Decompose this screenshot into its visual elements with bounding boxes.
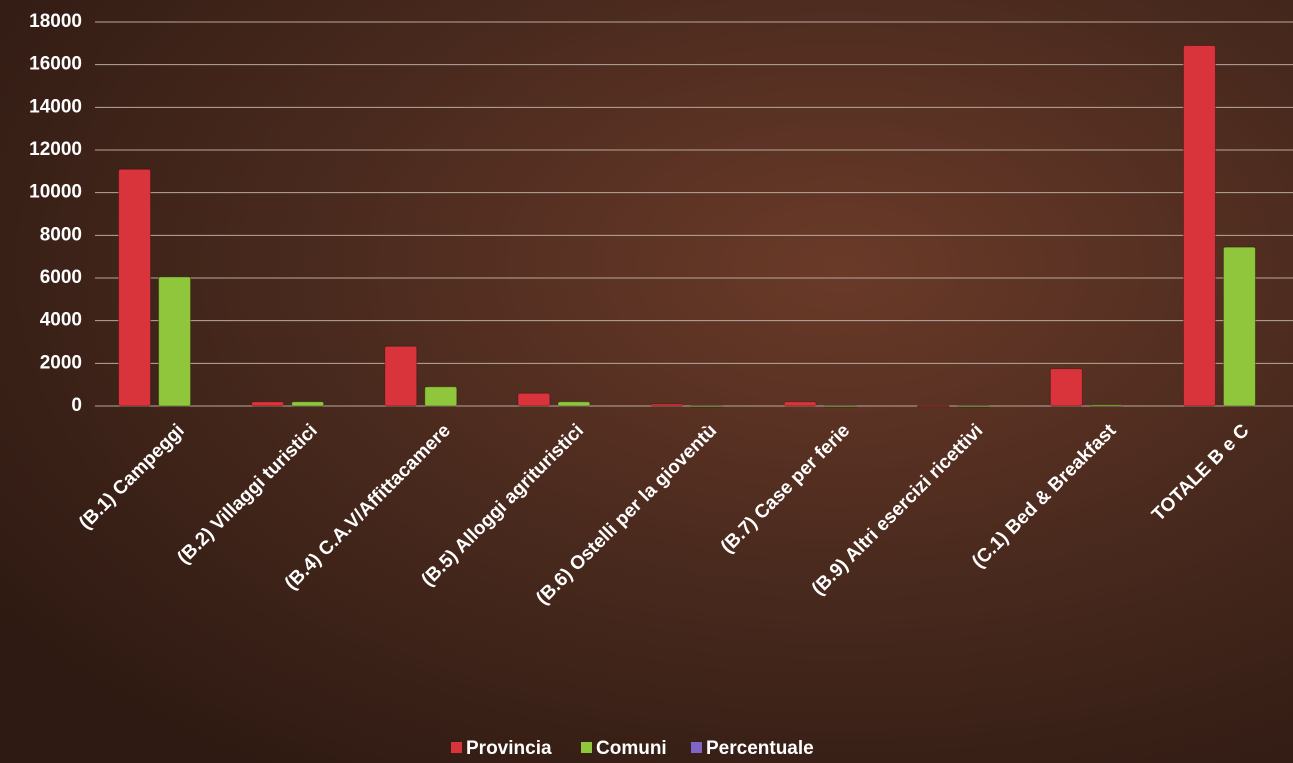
y-tick-label: 4000: [40, 310, 82, 331]
bar: [1222, 246, 1256, 407]
legend-swatch: [581, 742, 592, 753]
bar: [1089, 404, 1123, 407]
y-tick-label: 6000: [40, 267, 82, 288]
bar: [557, 401, 591, 407]
bar: [251, 401, 285, 407]
bar: [916, 405, 950, 408]
y-tick-label: 2000: [40, 352, 82, 373]
bar: [956, 405, 990, 408]
bar: [1182, 44, 1216, 407]
legend-label: Provincia: [466, 738, 552, 759]
legend: Provincia Comuni Percentuale: [451, 738, 814, 759]
bar: [1049, 368, 1083, 407]
y-tick-label: 16000: [29, 54, 82, 75]
bar: [424, 386, 458, 407]
bar: [650, 403, 684, 407]
y-tick-label: 12000: [29, 139, 82, 160]
bar: [158, 276, 192, 407]
bar: [690, 405, 724, 408]
bar: [517, 392, 551, 407]
bar: [118, 168, 152, 407]
legend-swatch: [691, 742, 702, 753]
bar: [384, 345, 418, 407]
legend-label: Percentuale: [706, 738, 814, 759]
y-tick-label: 18000: [29, 11, 82, 32]
bar: [823, 405, 857, 408]
y-tick-label: 0: [71, 395, 82, 416]
y-tick-label: 8000: [40, 224, 82, 245]
bar: [783, 401, 817, 407]
y-tick-label: 14000: [29, 96, 82, 117]
y-tick-label: 10000: [29, 182, 82, 203]
legend-swatch: [451, 742, 462, 753]
bar: [291, 401, 325, 407]
legend-label: Comuni: [596, 738, 667, 759]
